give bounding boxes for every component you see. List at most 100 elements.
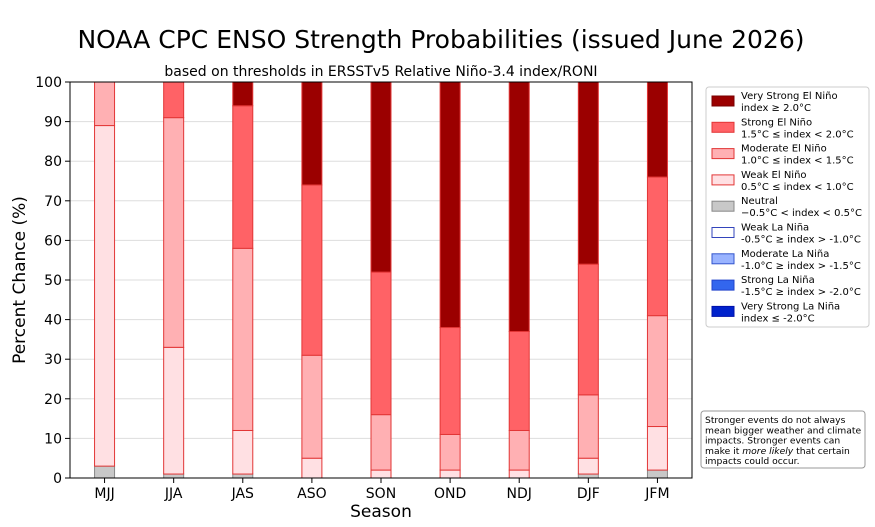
chart-title: NOAA CPC ENSO Strength Probabilities (is… [77,25,804,54]
bar-segment-vstrong-el [370,81,392,273]
bar-segment-weak-el [508,469,530,479]
chart-subtitle: based on thresholds in ERSSTv5 Relative … [164,64,597,80]
bar-segment-weak-el [646,426,668,471]
x-tick-label: SON [366,486,396,502]
note-line: make it more likely that certain [705,446,850,457]
x-tick-label: JJA [164,486,183,502]
bar-segment-moderate-el [163,117,185,348]
bar-segment-neutral [577,473,599,479]
legend-item: Weak La Niña-0.5°C ≥ index > -1.0°C [711,223,861,246]
x-tick-label: JFM [644,486,669,502]
bar-segment-moderate-el [232,247,254,431]
legend-label: Weak La Niña [741,223,809,234]
legend-swatch [711,200,735,212]
bar-segment-vstrong-el [646,81,668,178]
legend-label: Moderate La Niña [741,249,829,260]
bar-segment-weak-el [163,346,185,475]
legend-threshold: 0.5°C ≤ index < 1.0°C [741,182,854,193]
legend-threshold: 1.5°C ≤ index < 2.0°C [741,129,854,140]
legend-label: Strong El Niño [741,117,812,128]
legend-threshold: -1.0°C ≥ index > -1.5°C [741,261,861,272]
y-tick-label: 70 [44,194,62,210]
y-tick-label: 10 [44,431,62,447]
bar-stack-jja [163,81,185,479]
note-line: impacts could occur. [705,456,800,467]
bar-stack-mjj [94,81,116,479]
bar-stack-djf [577,81,599,479]
bar-segment-vstrong-el [439,81,461,329]
bar-segment-vstrong-el [232,81,254,107]
bar-stack-aso [301,81,323,479]
legend-label: Very Strong La Niña [741,301,840,312]
bar-stack-ndj [508,81,530,479]
legend-threshold: 1.0°C ≤ index < 1.5°C [741,156,854,167]
x-tick-label: ASO [297,486,326,502]
y-tick-label: 60 [44,233,62,249]
bar-segment-neutral [94,465,116,479]
bar-segment-weak-el [370,469,392,479]
legend-item: Moderate La Niña-1.0°C ≥ index > -1.5°C [711,249,861,272]
y-tick-label: 80 [44,154,62,170]
bar-segment-moderate-el [94,81,116,127]
bar-segment-vstrong-el [508,81,530,332]
y-axis-ticks: 0 10 20 30 40 50 60 70 80 90 100 [35,75,70,487]
legend-label: Moderate El Niño [741,144,827,155]
legend-label: Very Strong El Niño [741,91,838,102]
bar-segment-weak-el [94,125,116,467]
y-tick-label: 0 [53,471,62,487]
legend-swatch [711,95,735,107]
bar-segment-weak-el [577,457,599,475]
x-axis-label: Season [350,502,412,522]
bar-segment-strong-el [370,271,392,416]
bar-segment-neutral [163,473,185,479]
y-tick-label: 50 [44,273,62,289]
legend-threshold: -0.5°C ≥ index > -1.0°C [741,235,861,246]
note-line: Stronger events do not always [705,415,846,426]
x-tick-label: MJJ [94,486,114,502]
bar-segment-moderate-el [439,433,461,471]
y-tick-label: 30 [44,352,62,368]
x-tick-label: OND [434,486,466,502]
y-axis-label: Percent Chance (%) [10,196,30,364]
legend-threshold: -1.5°C ≥ index > -2.0°C [741,287,861,298]
legend-threshold: index ≤ -2.0°C [741,313,815,324]
legend-frame [705,86,870,328]
y-tick-label: 20 [44,392,62,408]
bar-segment-weak-el [232,429,254,475]
note-line: impacts. Stronger events can [705,436,840,447]
bar-segment-weak-el [439,469,461,479]
note-line: mean bigger weather and climate [705,425,861,436]
bar-segment-moderate-el [508,429,530,471]
bar-segment-weak-el [301,457,323,479]
bar-segment-moderate-el [301,354,323,459]
legend-item: Strong La Niña-1.5°C ≥ index > -2.0°C [711,275,861,298]
legend-item: Neutral−0.5°C < index < 0.5°C [711,196,862,219]
legend-label: Neutral [741,196,778,207]
legend-threshold: −0.5°C < index < 0.5°C [741,208,862,219]
legend-swatch [711,174,735,186]
x-tick-label: NDJ [507,486,532,502]
y-tick-label: 40 [44,313,62,329]
legend-swatch [711,227,735,238]
bar-segment-moderate-el [370,414,392,471]
bar-segment-neutral [232,473,254,479]
legend-swatch [711,305,735,317]
note-frame [700,410,866,469]
bar-segment-strong-el [508,330,530,431]
x-axis-ticks: MJJ JJA JAS ASO SON OND NDJ DJF JFM [94,478,670,502]
legend-swatch [711,121,735,133]
legend-swatch [711,279,735,291]
legend-label: Strong La Niña [741,275,815,286]
bar-segment-strong-el [232,105,254,249]
bar-stack-ond [439,81,461,479]
legend-label: Weak El Niño [741,170,807,181]
legend-swatch [711,253,735,265]
x-tick-label: DJF [577,486,600,502]
bars [94,81,668,479]
